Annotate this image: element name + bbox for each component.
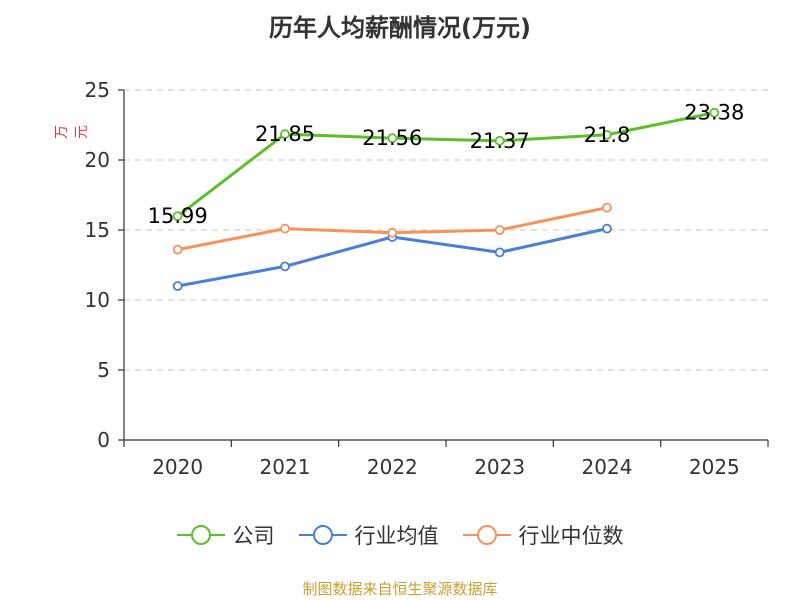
data-point-2 (172, 244, 183, 255)
x-tick-label: 2021 (260, 455, 311, 479)
data-point-2 (602, 202, 612, 213)
legend-label-industry-mean: 行业均值 (354, 524, 439, 548)
y-tick-label: 10 (85, 288, 110, 312)
data-label: 21.56 (362, 126, 422, 150)
legend-swatch-company (176, 525, 225, 545)
legend-item-industry-mean[interactable]: 行业均值 (298, 520, 439, 550)
data-label: 21.37 (470, 129, 530, 153)
series-line-0 (176, 111, 715, 218)
legend-label-company: 公司 (232, 524, 275, 548)
y-tick-label: 5 (97, 358, 110, 382)
data-label: 23.38 (684, 101, 744, 125)
y-tick-label: 25 (85, 78, 110, 102)
data-point-2 (280, 223, 290, 234)
data-label: 15.99 (148, 204, 208, 228)
data-point-0 (602, 129, 612, 140)
legend-swatch-industry-mean (298, 525, 347, 545)
data-point-2 (387, 227, 398, 238)
data-point-2 (494, 225, 505, 235)
legend-swatch-industry-median (462, 525, 511, 545)
legend-item-industry-median[interactable]: 行业中位数 (462, 520, 624, 550)
y-tick-label: 20 (85, 148, 110, 172)
data-point-1 (172, 281, 183, 291)
data-point-0 (280, 129, 290, 140)
chart-title: 历年人均薪酬情况(万元) (269, 14, 531, 42)
data-point-0 (172, 211, 183, 222)
x-tick-label: 2024 (582, 455, 633, 479)
x-tick-label: 2023 (474, 455, 525, 479)
y-tick-label: 0 (97, 428, 110, 452)
y-tick-label: 15 (85, 218, 110, 242)
source-note: 制图数据来自恒生聚源数据库 (302, 580, 498, 598)
data-point-0 (494, 135, 505, 146)
legend: 公司 行业均值 行业中位数 (0, 520, 800, 550)
data-point-0 (709, 107, 720, 118)
data-point-1 (494, 247, 505, 258)
legend-item-company[interactable]: 公司 (176, 520, 275, 550)
x-tick-label: 2025 (689, 455, 740, 479)
x-tick-label: 2022 (367, 455, 418, 479)
x-tick-label: 2020 (152, 455, 203, 479)
data-point-1 (280, 261, 290, 272)
data-label: 21.8 (584, 123, 631, 147)
data-point-1 (602, 223, 612, 234)
data-point-0 (387, 133, 398, 144)
legend-label-industry-median: 行业中位数 (518, 524, 624, 548)
data-label: 21.85 (255, 122, 315, 146)
